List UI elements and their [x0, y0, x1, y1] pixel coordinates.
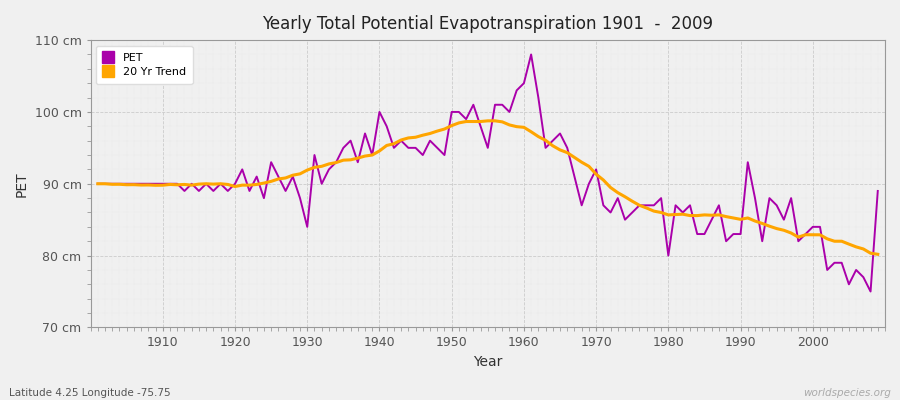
Line: 20 Yr Trend: 20 Yr Trend [98, 121, 878, 254]
Title: Yearly Total Potential Evapotranspiration 1901  -  2009: Yearly Total Potential Evapotranspiratio… [262, 15, 714, 33]
20 Yr Trend [872, 252, 883, 257]
Text: Latitude 4.25 Longitude -75.75: Latitude 4.25 Longitude -75.75 [9, 388, 171, 398]
PET [309, 153, 320, 158]
PET [526, 52, 536, 57]
20 Yr Trend [612, 190, 623, 195]
Text: worldspecies.org: worldspecies.org [803, 388, 891, 398]
20 Yr Trend [93, 181, 104, 186]
PET [612, 196, 623, 200]
Legend: PET, 20 Yr Trend: PET, 20 Yr Trend [96, 46, 193, 84]
Line: PET: PET [98, 54, 878, 292]
PET [353, 160, 364, 165]
Y-axis label: PET: PET [15, 171, 29, 196]
20 Yr Trend [526, 129, 536, 134]
PET [93, 181, 104, 186]
20 Yr Trend [482, 118, 493, 123]
PET [865, 289, 876, 294]
20 Yr Trend [309, 165, 320, 170]
PET [518, 81, 529, 86]
20 Yr Trend [353, 156, 364, 160]
20 Yr Trend [150, 183, 161, 188]
PET [150, 181, 161, 186]
PET [872, 188, 883, 193]
X-axis label: Year: Year [473, 355, 502, 369]
PET [511, 88, 522, 93]
20 Yr Trend [518, 125, 529, 130]
